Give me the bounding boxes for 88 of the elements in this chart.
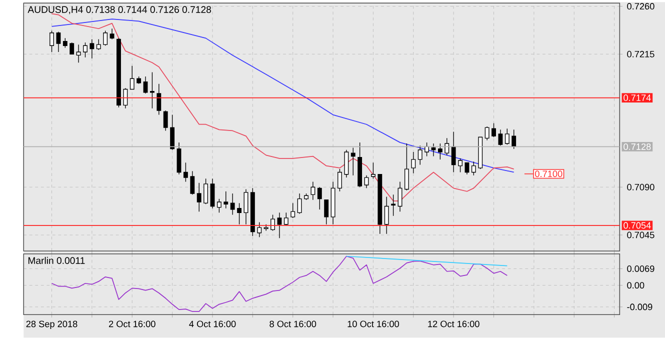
candlestick [344, 150, 349, 178]
candlestick [504, 128, 510, 146]
candlestick [464, 162, 470, 175]
candlestick [230, 193, 235, 216]
ref-line-label: 0.7054 [624, 222, 651, 229]
candlestick [358, 142, 362, 188]
y-tick-label: 0.00 [627, 282, 644, 289]
candlestick [270, 214, 275, 232]
candlestick [183, 162, 188, 182]
candlestick [378, 174, 382, 234]
y-tick-label: 0.7260 [627, 3, 654, 10]
candlestick [216, 198, 222, 214]
candlestick [56, 32, 61, 52]
candlestick [484, 126, 490, 141]
candlestick [70, 42, 74, 55]
x-tick-label: 8 Oct 16:00 [270, 320, 316, 328]
candlestick [317, 186, 322, 210]
candlestick [156, 84, 162, 116]
candlestick [384, 196, 389, 234]
candlestick [471, 161, 476, 176]
candlestick [418, 145, 422, 166]
candlestick [123, 88, 128, 109]
chart-title: AUDUSD,H4 0.7138 0.7144 0.7126 0.7128 [28, 6, 211, 14]
candlestick [62, 38, 68, 48]
candlestick [257, 222, 262, 238]
candlestick [83, 42, 88, 58]
x-tick-label: 28 Sep 2018 [26, 320, 78, 330]
y-tick-label: 0.7045 [627, 232, 654, 238]
ref-line-label: 0.7174 [624, 94, 651, 102]
candlestick [116, 38, 121, 108]
candlestick [404, 143, 409, 191]
x-tick-label: 4 Oct 16:00 [189, 320, 236, 328]
candlestick [76, 44, 81, 64]
candlestick [424, 142, 430, 157]
candlestick [204, 178, 208, 205]
y-tick-label: -0.009 [627, 304, 652, 310]
candlestick [163, 110, 168, 132]
candlestick [310, 182, 316, 200]
candlestick [492, 123, 496, 138]
candlestick [290, 202, 296, 218]
candlestick [458, 158, 462, 173]
candlestick [431, 143, 436, 157]
y-tick-label: 0.7215 [627, 51, 654, 58]
ref-line-label: 0.7128 [624, 144, 651, 150]
candlestick [451, 132, 456, 173]
candlestick [103, 30, 108, 46]
candlestick [90, 39, 94, 59]
y-tick-label: 0.7090 [627, 184, 654, 190]
candlestick [190, 170, 195, 196]
candlestick [284, 212, 288, 226]
line-series [51, 13, 514, 202]
candlestick [304, 193, 308, 200]
text: 0.7100 [535, 170, 562, 178]
candlestick [512, 129, 516, 150]
x-tick-label: 10 Oct 16:00 [348, 320, 399, 328]
candlestick [277, 212, 282, 239]
y-tick-label: 0.0069 [627, 266, 654, 272]
candlestick [364, 175, 369, 189]
candlestick [264, 224, 268, 232]
candlestick [478, 136, 483, 170]
x-tick-label: 12 Oct 16:00 [428, 320, 480, 328]
candlestick [324, 200, 329, 225]
candlestick [50, 30, 54, 52]
x-tick-label: 2 Oct 16:00 [108, 320, 156, 328]
candlestick [210, 178, 215, 209]
candlestick [96, 39, 101, 50]
line-series [51, 18, 514, 173]
candlestick [196, 182, 202, 212]
candlestick [498, 129, 503, 146]
candlestick [143, 76, 148, 94]
candlestick [398, 182, 402, 212]
candlestick [136, 76, 142, 84]
candlestick [130, 66, 134, 90]
candlestick [438, 143, 442, 160]
candlestick [371, 162, 376, 180]
candlestick [244, 189, 248, 225]
candlestick [170, 114, 175, 150]
candlestick [237, 202, 242, 225]
candlestick [411, 152, 416, 174]
candlestick [224, 191, 228, 209]
candlestick [110, 28, 114, 40]
candlestick [297, 193, 302, 214]
candlestick [176, 142, 182, 175]
candlestick [338, 168, 342, 192]
chart-title: Marlin 0.0011 [28, 257, 85, 264]
candlestick [444, 138, 450, 156]
candlestick [330, 182, 336, 225]
candlestick [250, 188, 255, 237]
